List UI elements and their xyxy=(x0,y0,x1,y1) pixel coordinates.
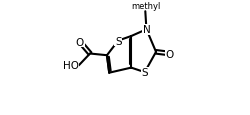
Text: S: S xyxy=(115,36,121,46)
Text: S: S xyxy=(142,68,148,78)
Text: methyl: methyl xyxy=(131,1,160,10)
Text: O: O xyxy=(76,37,84,47)
Text: HO: HO xyxy=(63,61,79,71)
Text: N: N xyxy=(142,25,150,35)
Text: O: O xyxy=(166,49,174,59)
